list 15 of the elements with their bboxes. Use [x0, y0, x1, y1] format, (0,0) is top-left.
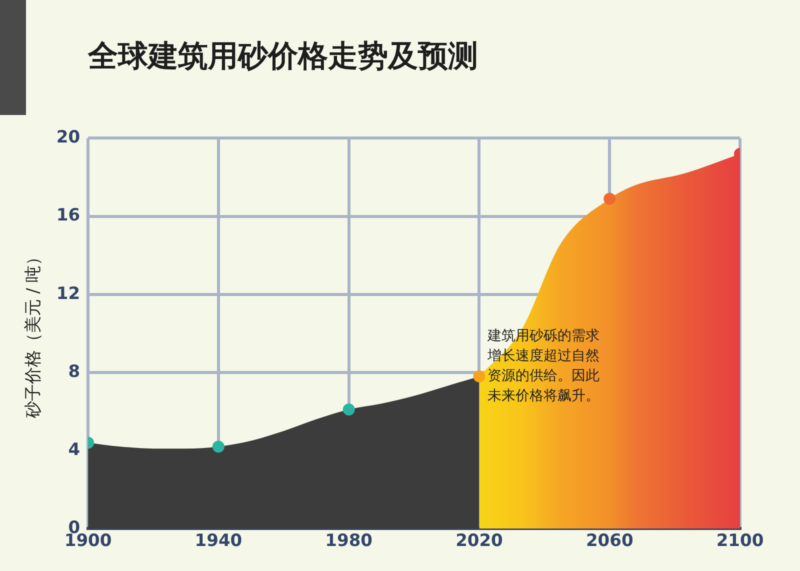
point: [342, 404, 355, 416]
x-tick-label: 1940: [194, 531, 242, 552]
x-tick-label: 1980: [325, 531, 373, 552]
point: [473, 370, 486, 382]
y-tick-label: 4: [68, 440, 80, 460]
chart-title: 全球建筑用砂价格走势及预测: [88, 38, 478, 76]
x-tick-label: 2060: [586, 531, 634, 552]
y-tick-label: 16: [56, 206, 80, 226]
annotation: 建筑用砂砾的需求增长速度超过自然资源的供给。因此未来价格将飙升。: [486, 328, 600, 404]
x-tick-label: 2100: [716, 531, 764, 552]
y-tick-label: 20: [56, 128, 80, 148]
y-tick-label: 12: [56, 284, 80, 304]
y-axis-title: 砂子价格（美元 / 吨）: [24, 248, 44, 420]
x-tick-label: 2020: [456, 531, 504, 552]
y-tick-label: 8: [68, 362, 80, 382]
